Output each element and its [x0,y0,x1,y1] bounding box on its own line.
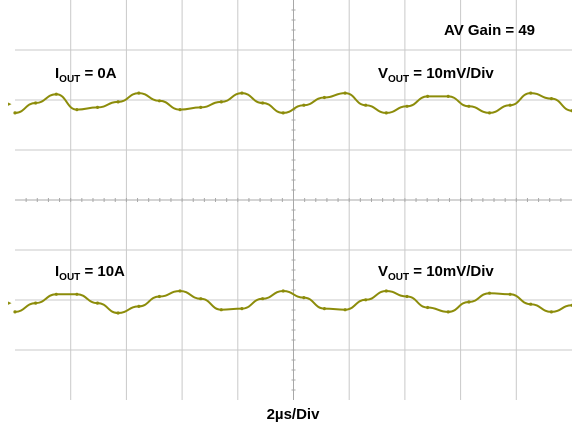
trace-point [487,111,492,115]
trace-point [343,308,347,312]
trace-point [116,311,120,315]
trace-point [199,297,203,301]
trace-point [549,97,554,101]
trace-point [487,291,492,295]
channel-marker: ▸ [8,101,12,108]
trace-point [364,103,368,107]
trace-point [343,91,347,95]
trace-point [34,101,38,105]
trace-point [426,305,430,310]
bottom-iout-value: = 10A [80,263,125,280]
trace-point [446,310,450,314]
trace-point [384,289,388,293]
bottom-vout-symbol: V [378,263,388,280]
bottom-vout-label: VOUT = 10mV/Div [378,263,494,283]
trace-line [14,92,572,114]
trace-point [549,310,554,314]
trace-point [322,95,326,100]
channel-marker: ▸ [8,300,12,307]
trace-point [261,297,265,301]
trace-point [240,91,244,95]
trace-point [281,111,285,115]
trace-point [95,105,100,109]
bottom-iout-symbol: I [55,263,59,280]
trace-point [75,292,79,296]
top-vout-label: VOUT = 10mV/Div [378,65,494,85]
trace-point [199,105,203,109]
trace-point [467,104,471,108]
trace-point [529,91,533,95]
trace-point [219,100,223,104]
trace-point [13,111,17,115]
bottom-vout-value: = 10mV/Div [409,263,494,280]
trace-point [302,296,306,300]
trace-point [529,302,533,306]
trace-point [13,310,17,314]
top-iout-label: IOUT = 0A [55,65,117,85]
trace-point [157,294,161,299]
trace-point [405,104,409,108]
time-base-label: 2µs/Div [267,406,320,423]
top-vout-subscript: OUT [388,74,409,85]
trace-point [54,92,58,96]
trace-point [508,103,512,107]
trace-point [261,101,265,105]
trace-point [281,289,285,293]
trace-point [137,91,141,95]
av-gain-label: AV Gain = 49 [444,22,535,39]
grid [15,0,572,400]
trace-point [178,289,182,293]
trace-point [116,100,120,104]
top-iout-subscript: OUT [59,74,80,85]
trace-point [508,292,512,296]
trace-point [219,308,223,312]
trace-point [137,304,141,308]
bottom-iout-label: IOUT = 10A [55,263,125,283]
trace-point [446,94,450,98]
trace-point [34,301,38,305]
trace-point [384,111,388,115]
trace-iout-0a: ▸ [8,91,572,115]
trace-point [364,298,368,302]
trace-point [405,294,409,299]
trace-point [157,99,161,103]
trace-point [467,300,471,304]
trace-point [95,301,100,305]
trace-point [240,307,244,311]
top-vout-symbol: V [378,65,388,82]
bottom-iout-subscript: OUT [59,272,80,283]
trace-point [322,307,326,311]
trace-point [75,108,79,112]
trace-line [14,290,572,314]
trace-point [178,108,182,112]
top-iout-value: = 0A [80,65,116,82]
trace-point [302,103,306,107]
bottom-vout-subscript: OUT [388,272,409,283]
top-vout-value: = 10mV/Div [409,65,494,82]
trace-point [426,94,430,98]
trace-iout-10a: ▸ [8,289,572,315]
trace-point [54,292,58,296]
top-iout-symbol: I [55,65,59,82]
